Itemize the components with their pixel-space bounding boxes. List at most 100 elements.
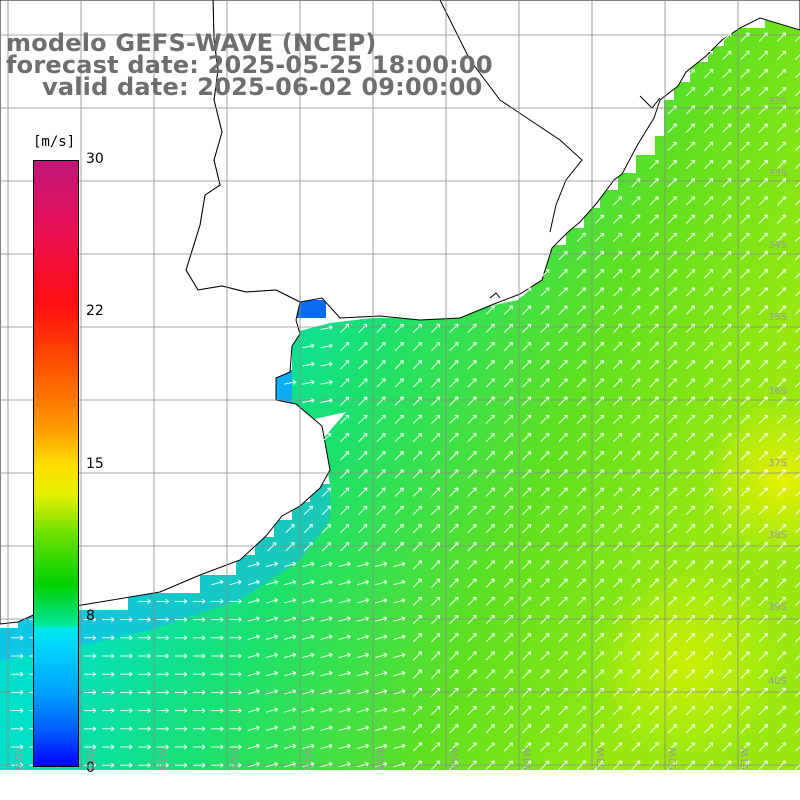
wind-arrow bbox=[704, 305, 714, 315]
wind-arrow-head bbox=[711, 360, 714, 365]
wind-arrow bbox=[412, 342, 422, 352]
wind-arrow-head bbox=[238, 673, 242, 677]
wind-arrow-head bbox=[436, 523, 440, 526]
wind-arrow-head bbox=[511, 669, 514, 674]
wind-arrow-head bbox=[766, 123, 768, 128]
wind-arrow-head bbox=[454, 378, 459, 380]
wind-arrow-head bbox=[581, 305, 586, 307]
wind-arrow-head bbox=[581, 523, 586, 526]
wind-arrow-head bbox=[454, 451, 459, 453]
wind-arrow-head bbox=[220, 637, 224, 641]
wind-arrow-head bbox=[548, 633, 550, 638]
wind-arrow-head bbox=[620, 251, 623, 255]
wind-arrow bbox=[431, 414, 441, 424]
wind-arrow bbox=[704, 542, 714, 552]
wind-arrow-head bbox=[711, 688, 714, 692]
wind-arrow-head bbox=[110, 692, 115, 695]
wind-arrow-head bbox=[19, 692, 24, 695]
wind-arrow-head bbox=[311, 399, 315, 403]
wind-arrow-head bbox=[347, 745, 351, 749]
wind-arrow-head bbox=[639, 651, 641, 656]
wind-arrow-head bbox=[727, 360, 732, 362]
wind-arrow bbox=[321, 505, 331, 515]
wind-arrow bbox=[576, 633, 586, 643]
wind-arrow-head bbox=[657, 433, 659, 437]
wind-arrow-head bbox=[475, 615, 477, 619]
wind-arrow bbox=[576, 760, 586, 770]
wind-arrow-head bbox=[745, 505, 750, 508]
wind-arrow bbox=[685, 596, 695, 606]
wind-arrow-head bbox=[147, 601, 151, 604]
wind-arrow-head bbox=[581, 378, 586, 380]
wind-arrow-head bbox=[563, 305, 568, 307]
wind-arrow-head bbox=[711, 706, 714, 710]
wind-arrow-head bbox=[566, 287, 568, 292]
wind-arrow-head bbox=[639, 305, 641, 310]
wind-arrow-head bbox=[293, 617, 297, 622]
wind-arrow-head bbox=[475, 469, 477, 474]
wind-arrow-head bbox=[365, 579, 369, 583]
wind-arrow bbox=[776, 269, 786, 279]
wind-arrow-head bbox=[383, 616, 387, 619]
wind-arrow-head bbox=[545, 487, 550, 489]
wind-arrow-head bbox=[748, 633, 750, 638]
wind-arrow-head bbox=[730, 324, 732, 328]
wind-arrow bbox=[649, 542, 659, 552]
wind-arrow bbox=[667, 305, 677, 315]
wind-arrow bbox=[540, 469, 550, 479]
wind-arrow-head bbox=[563, 705, 568, 708]
wind-arrow bbox=[540, 505, 550, 515]
wind-arrow bbox=[485, 451, 495, 461]
wind-arrow bbox=[631, 469, 641, 479]
wind-arrow-head bbox=[420, 324, 423, 328]
wind-arrow bbox=[685, 342, 695, 352]
wind-arrow bbox=[776, 669, 786, 679]
wind-arrow-head bbox=[581, 269, 586, 271]
wind-arrow-head bbox=[92, 762, 97, 766]
wind-arrow-head bbox=[545, 651, 550, 653]
wind-arrow-head bbox=[310, 652, 315, 655]
wind-arrow bbox=[740, 487, 750, 497]
wind-arrow-head bbox=[711, 178, 714, 183]
wind-arrow bbox=[704, 633, 714, 643]
wind-arrow-head bbox=[490, 669, 495, 671]
wind-arrow-head bbox=[711, 542, 714, 547]
wind-arrow-head bbox=[311, 542, 313, 547]
wind-arrow-head bbox=[602, 651, 605, 656]
wind-arrow-head bbox=[201, 655, 206, 659]
wind-arrow-head bbox=[566, 597, 568, 601]
wind-arrow-head bbox=[620, 287, 623, 292]
wind-arrow-head bbox=[328, 598, 333, 601]
wind-arrow-head bbox=[584, 542, 586, 547]
wind-arrow-head bbox=[766, 142, 768, 146]
wind-arrow bbox=[540, 760, 550, 770]
wind-arrow-head bbox=[600, 250, 604, 253]
wind-arrow-head bbox=[475, 487, 477, 492]
wind-arrow-head bbox=[745, 360, 750, 362]
wind-arrow-head bbox=[730, 651, 732, 656]
wind-arrow-head bbox=[529, 724, 532, 729]
wind-arrow-head bbox=[292, 561, 296, 564]
wind-arrow-head bbox=[727, 232, 732, 235]
wind-arrow-head bbox=[709, 105, 713, 107]
lat-label: 38S bbox=[768, 530, 788, 541]
wind-arrow-head bbox=[636, 432, 641, 435]
wind-arrow-head bbox=[782, 614, 786, 617]
wind-arrow-head bbox=[584, 305, 586, 310]
wind-arrow bbox=[704, 378, 714, 388]
wind-arrow-head bbox=[730, 469, 732, 474]
wind-arrow-head bbox=[748, 123, 750, 128]
wind-arrow-head bbox=[399, 505, 404, 508]
wind-arrow-head bbox=[363, 432, 368, 435]
wind-arrow bbox=[558, 615, 568, 625]
wind-arrow bbox=[758, 615, 768, 625]
wind-arrow-head bbox=[401, 652, 406, 655]
wind-arrow bbox=[247, 708, 260, 713]
wind-arrow-head bbox=[220, 619, 224, 623]
wind-arrow-head bbox=[566, 451, 568, 456]
wind-arrow bbox=[594, 633, 604, 643]
wind-arrow bbox=[558, 687, 568, 697]
wind-arrow-head bbox=[310, 725, 315, 728]
wind-arrow bbox=[631, 360, 641, 370]
wind-arrow bbox=[667, 178, 677, 188]
